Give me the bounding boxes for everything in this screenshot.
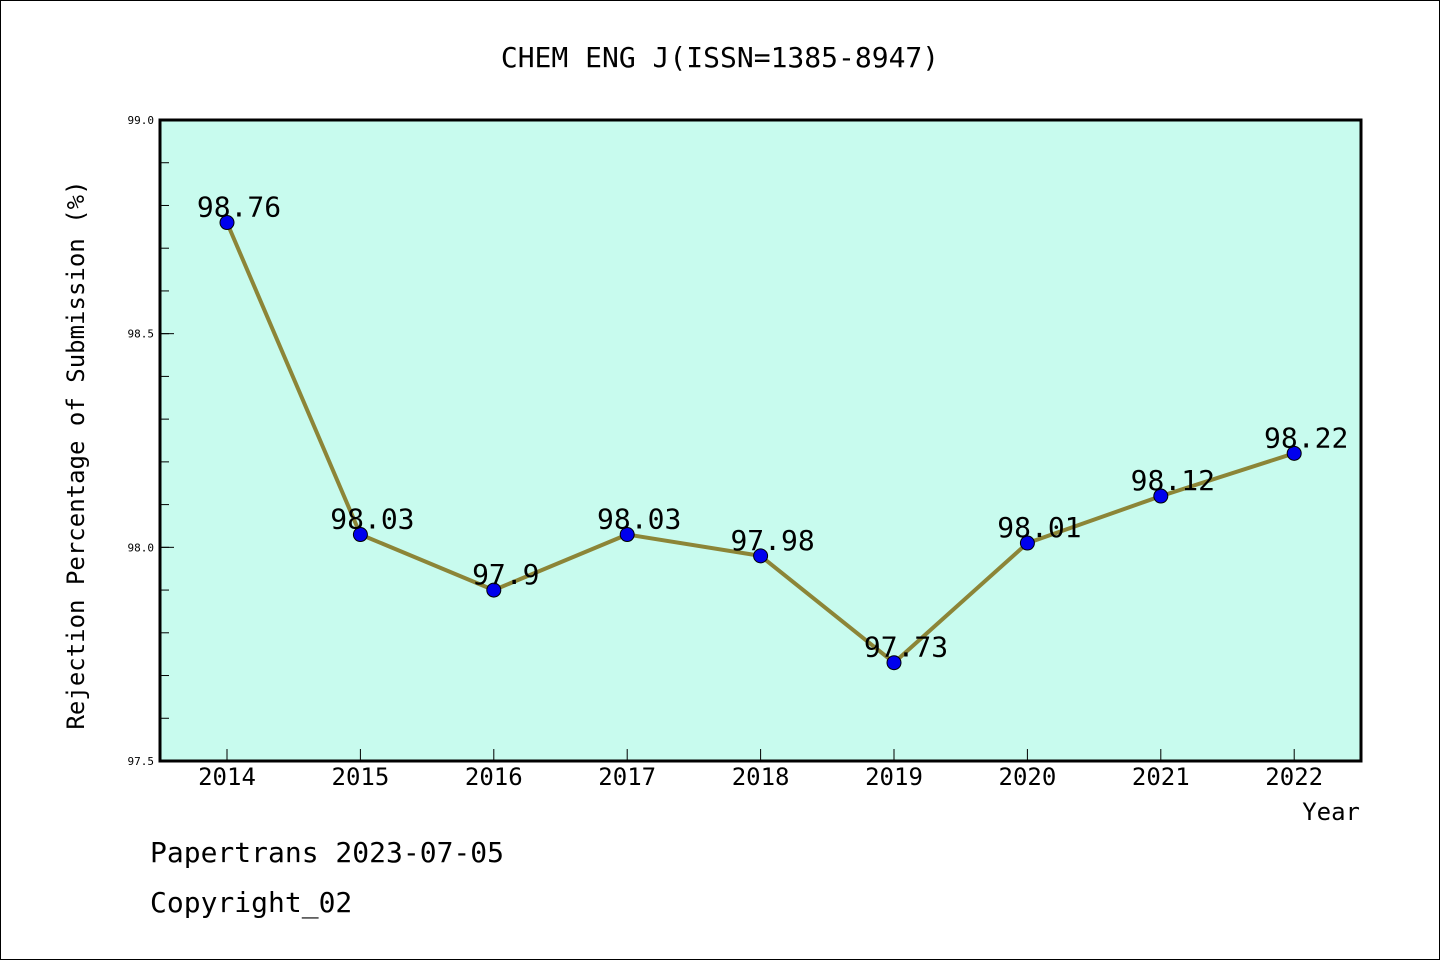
- x-tick-label: 2016: [465, 763, 523, 791]
- x-tick-label: 2021: [1132, 763, 1190, 791]
- x-axis-label: Year: [1302, 798, 1360, 826]
- data-labels: 98.76 98.03 97.9 98.03 97.98 97.73 98.01 98.12 9…: [197, 191, 1348, 664]
- data-point: [1286, 445, 1302, 461]
- y-tick-label: 97.5: [128, 755, 155, 768]
- x-tick-label: 2017: [598, 763, 656, 791]
- data-point: [1019, 535, 1035, 551]
- x-tick-label: 2018: [732, 763, 790, 791]
- data-point: [352, 527, 368, 543]
- y-axis: 97.5 98.0 98.5 99.0: [128, 114, 174, 768]
- data-label: 98.22: [1264, 421, 1348, 454]
- y-tick-label: 98.0: [128, 541, 155, 554]
- y-tick-label: 99.0: [128, 114, 155, 127]
- x-tick-label: 2020: [999, 763, 1057, 791]
- x-tick-label: 2014: [198, 763, 256, 791]
- chart-title: CHEM ENG J(ISSN=1385-8947): [501, 41, 939, 74]
- data-point: [219, 215, 235, 231]
- x-tick-label: 2015: [332, 763, 390, 791]
- x-tick-label: 2019: [865, 763, 923, 791]
- data-point: [886, 655, 902, 671]
- y-axis-label: Rejection Percentage of Submission (%): [62, 180, 90, 729]
- data-point: [1153, 488, 1169, 504]
- data-point: [753, 548, 769, 564]
- footer-date: Papertrans 2023-07-05: [150, 836, 505, 869]
- data-point: [486, 582, 502, 598]
- data-label: 98.76: [197, 191, 281, 224]
- data-point: [619, 527, 635, 543]
- data-label: 98.03: [330, 503, 414, 536]
- data-points: [219, 215, 1302, 671]
- data-label: 98.01: [997, 511, 1081, 544]
- data-label: 97.9: [472, 558, 539, 591]
- x-axis: 2014 2015 2016 2017 2018 2019 2020 2021 2022: [198, 749, 1323, 791]
- data-label: 97.73: [864, 631, 948, 664]
- data-label: 97.98: [730, 524, 814, 557]
- y-tick-label: 98.5: [128, 328, 155, 341]
- data-label: 98.12: [1131, 464, 1215, 497]
- plot-area: [158, 118, 1363, 763]
- data-label: 98.03: [597, 503, 681, 536]
- footer-copyright: Copyright_02: [150, 886, 353, 919]
- x-tick-label: 2022: [1265, 763, 1323, 791]
